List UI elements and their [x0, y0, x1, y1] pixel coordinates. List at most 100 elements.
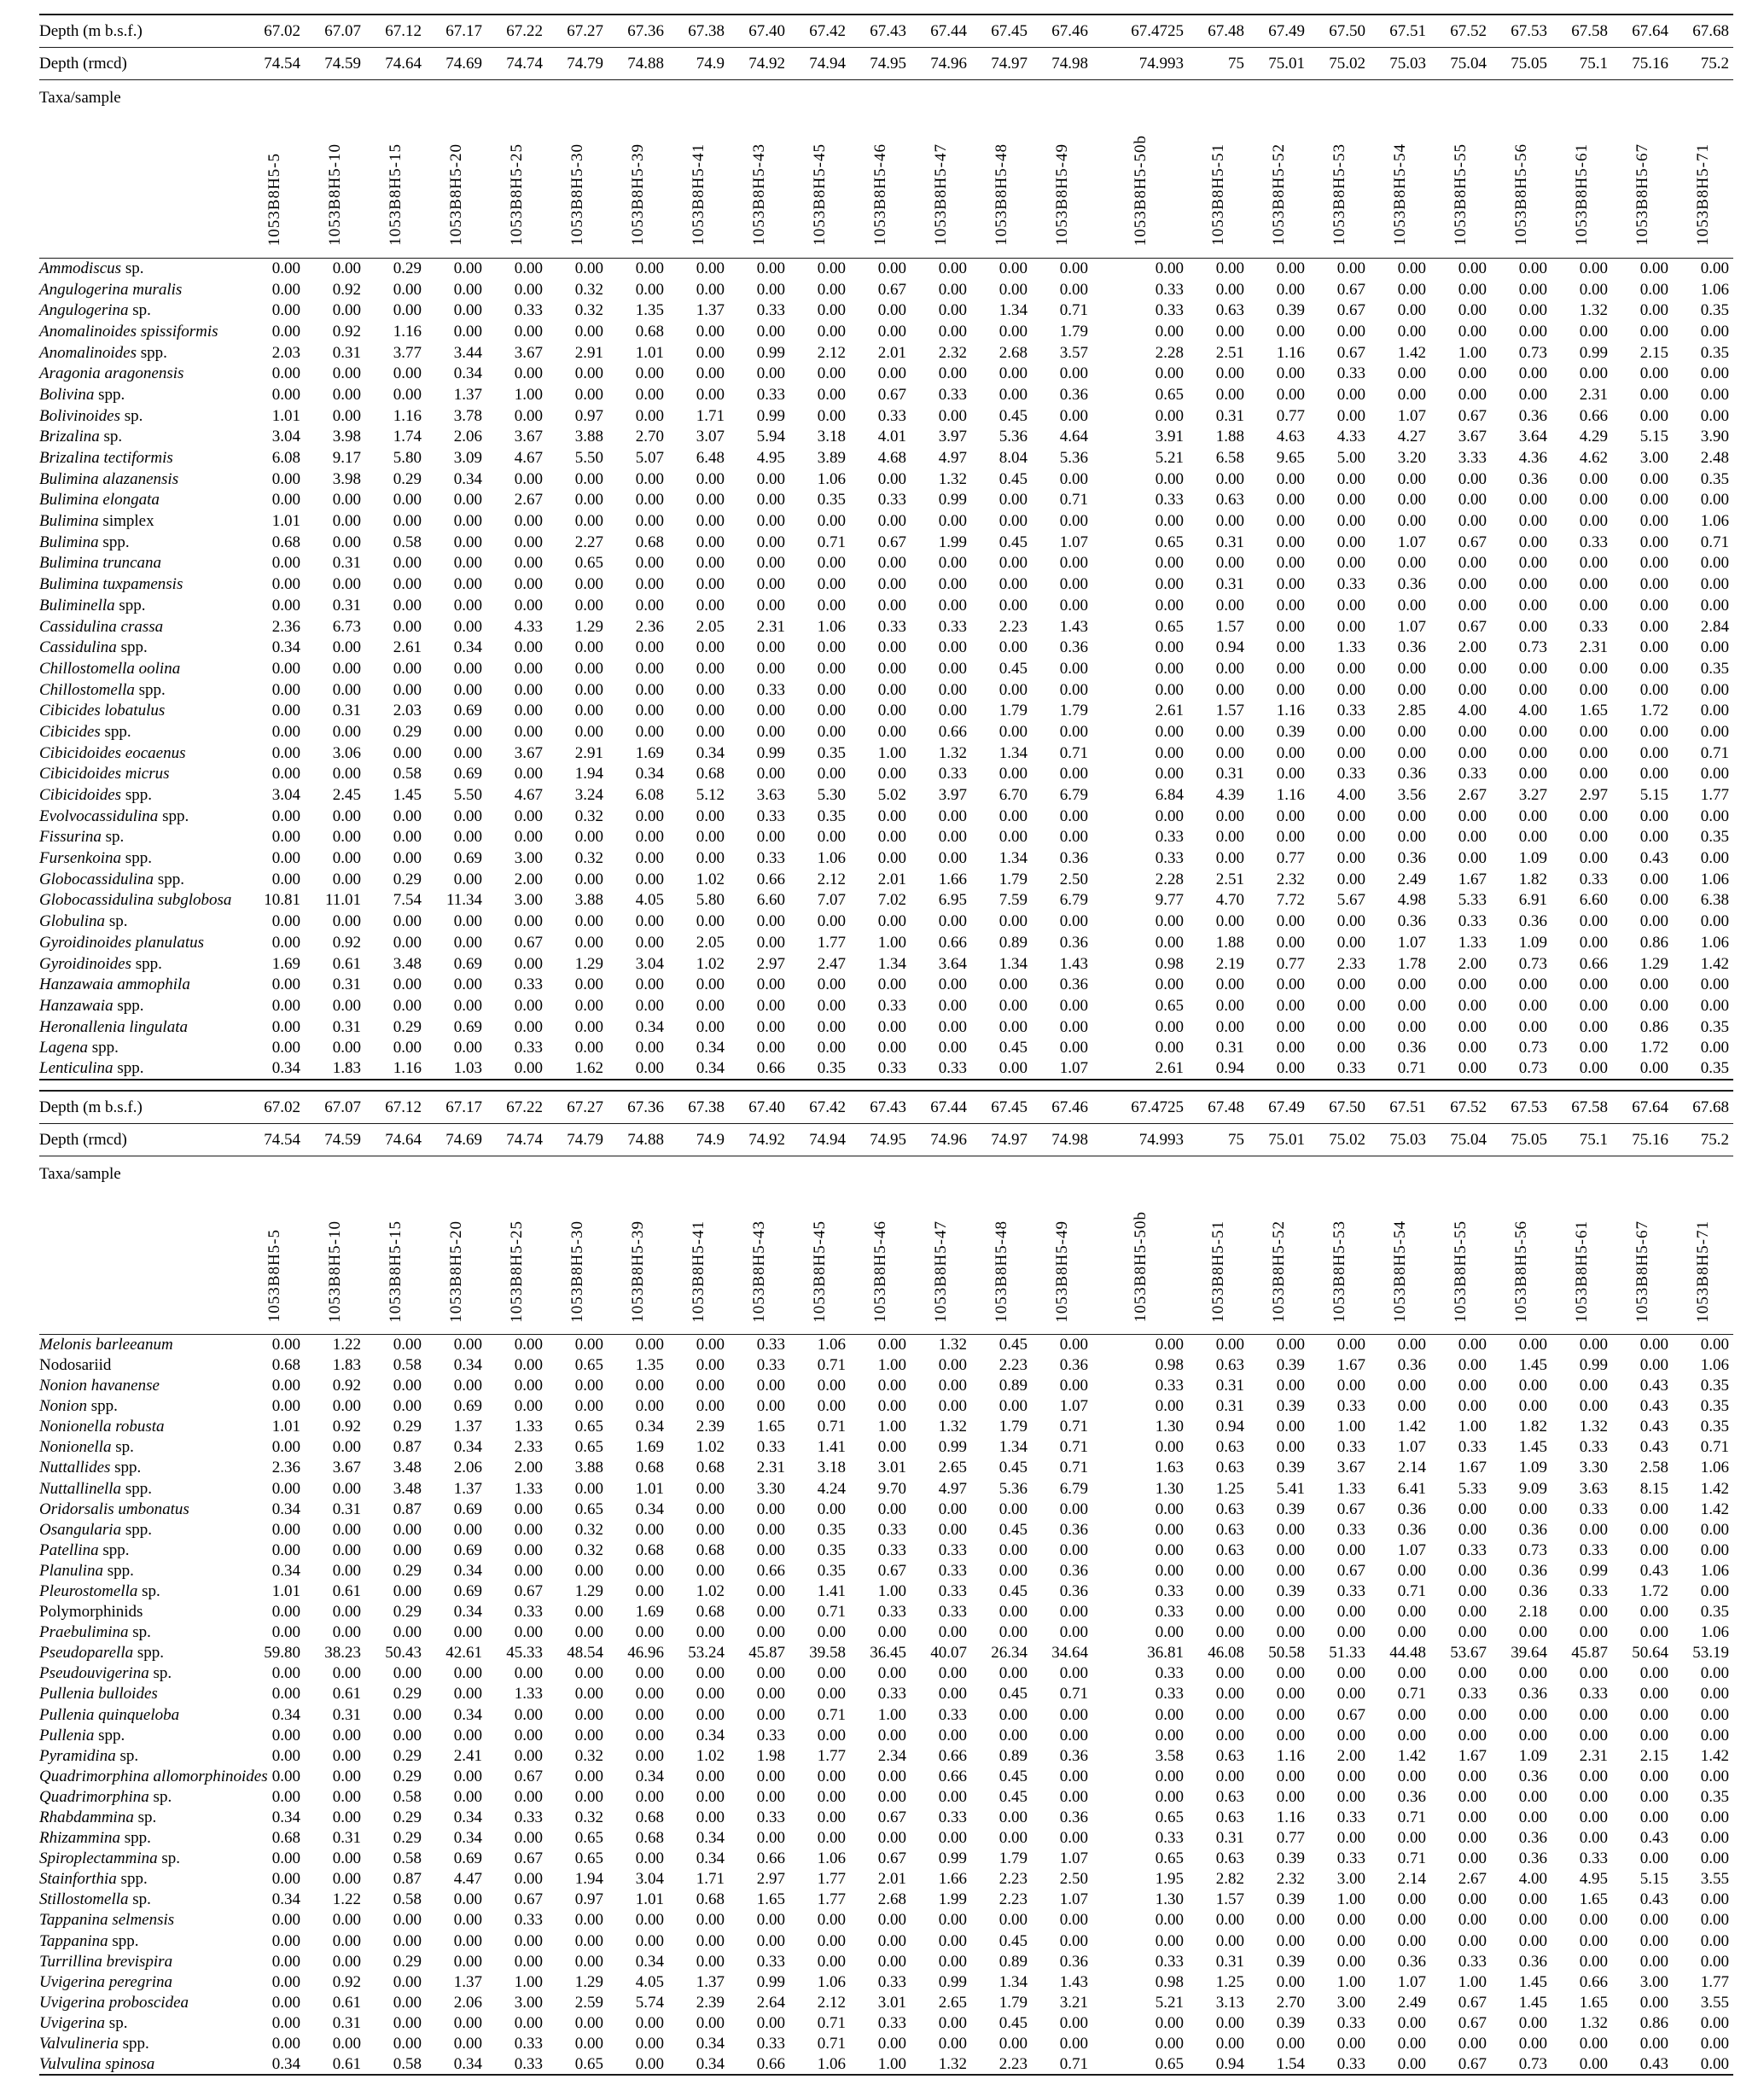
taxon-name: Ammodiscus sp. [39, 259, 244, 280]
value-cell: 2.31 [1579, 1746, 1608, 1765]
value-cell: 1.16 [1276, 1808, 1305, 1827]
value-cell: 0.00 [756, 469, 785, 488]
value-cell: 0.92 [332, 1418, 361, 1436]
value-cell: 0.00 [635, 575, 664, 594]
value-cell: 0.00 [1397, 1890, 1426, 1909]
value-cell: 0.65 [574, 1355, 603, 1374]
value-cell: 0.00 [635, 1039, 664, 1057]
value-cell: 0.35 [1700, 659, 1729, 678]
value-cell: 0.00 [756, 1500, 785, 1518]
value-cell: 0.00 [696, 996, 725, 1015]
value-cell: 0.00 [998, 385, 1028, 404]
table-row: Anomalinoides spissiformis 0.00 0.92 1.16 0.… [39, 322, 1733, 343]
value-cell: 0.00 [393, 491, 422, 510]
value-cell: 0.00 [1458, 385, 1487, 404]
value-cell: 0.39 [1276, 722, 1305, 741]
value-cell: 0.65 [1155, 996, 1184, 1015]
value-cell: 0.00 [393, 912, 422, 931]
value-cell: 0.36 [1518, 1849, 1547, 1868]
value-cell: 0.00 [1155, 1623, 1184, 1642]
value-cell: 0.00 [1155, 722, 1184, 741]
taxon-name-roman: sp. [99, 428, 123, 446]
value-cell: 0.00 [998, 1808, 1028, 1827]
value-cell: 0.00 [1518, 575, 1547, 594]
value-cell: 0.00 [696, 1500, 725, 1518]
value-cell: 0.00 [332, 807, 361, 825]
value-cell: 0.00 [817, 280, 846, 299]
depth-rmcd-value: 75 [1188, 1123, 1249, 1157]
value-cell: 0.00 [998, 512, 1028, 531]
depth-rmcd-label: Depth (rmcd) [39, 1123, 244, 1157]
value-cell: 0.00 [696, 1520, 725, 1539]
value-cell: 0.00 [1518, 491, 1547, 510]
value-cell: 0.00 [938, 659, 967, 678]
value-cell: 0.00 [1215, 807, 1244, 825]
value-cell: 0.00 [877, 1500, 906, 1518]
value-cell: 0.33 [1458, 912, 1487, 931]
value-cell: 0.00 [1215, 1561, 1244, 1580]
value-cell: 0.33 [1336, 1438, 1365, 1457]
value-cell: 0.99 [938, 1438, 967, 1457]
value-cell: 1.07 [1032, 1058, 1092, 1081]
value-cell: 0.00 [1700, 912, 1729, 931]
value-cell: 0.00 [393, 743, 422, 762]
value-cell: 2.33 [1336, 954, 1365, 973]
value-cell: 0.00 [877, 2035, 906, 2053]
value-cell: 0.00 [938, 1623, 967, 1642]
sample-label-rotated: 1053B8H5-45 [811, 1220, 829, 1323]
value-cell: 0.66 [729, 2054, 789, 2076]
depth-mbsf-value: 67.58 [1552, 1090, 1612, 1125]
value-cell: 2.84 [1700, 617, 1729, 636]
value-cell: 1.29 [574, 617, 603, 636]
sample-label-rotated: 1053B8H5-49 [1053, 1220, 1071, 1323]
taxon-name-roman: spp. [154, 870, 184, 888]
value-cell: 0.67 [1458, 2013, 1487, 2032]
taxon-name: Nuttallinella spp. [39, 1478, 244, 1499]
value-cell: 1.07 [1059, 1849, 1088, 1868]
value-cell: 4.70 [1215, 891, 1244, 910]
value-cell: 1.02 [696, 1581, 725, 1600]
value-cell: 0.00 [332, 1726, 361, 1744]
value-cell: 0.71 [817, 2013, 846, 2032]
value-cell: 3.20 [1397, 449, 1426, 468]
table-row: Angulogerina muralis 0.00 0.92 0.00 0.00 0.00… [39, 279, 1733, 300]
depth-rmcd-value: 74.92 [729, 47, 789, 80]
value-cell: 0.00 [877, 849, 906, 868]
value-cell: 0.36 [1518, 1561, 1547, 1580]
depth-rmcd-value: 75.01 [1249, 47, 1309, 80]
value-cell: 0.00 [1059, 1540, 1088, 1559]
value-cell: 0.00 [1336, 807, 1365, 825]
value-cell: 0.00 [1059, 765, 1088, 783]
value-cell: 0.00 [1639, 743, 1668, 762]
value-cell: 0.00 [332, 1808, 361, 1827]
value-cell: 1.06 [817, 469, 846, 488]
depth-rmcd-value: 75.16 [1612, 1123, 1673, 1157]
value-cell: 45.87 [748, 1644, 785, 1663]
value-cell: 2.12 [817, 343, 846, 362]
value-cell: 0.00 [1458, 743, 1487, 762]
value-cell: 0.00 [393, 976, 422, 994]
value-cell: 0.00 [1579, 1931, 1608, 1950]
sample-label-rotated: 1053B8H5-67 [1633, 1220, 1651, 1323]
value-cell: 2.32 [938, 343, 967, 362]
value-cell: 0.45 [998, 1581, 1028, 1600]
value-cell: 0.00 [271, 364, 300, 383]
value-cell: 5.36 [998, 428, 1028, 446]
value-cell: 0.00 [271, 870, 300, 888]
value-cell: 0.36 [1518, 1520, 1547, 1539]
value-cell: 0.33 [1336, 364, 1365, 383]
value-cell: 0.58 [393, 533, 422, 551]
value-cell: 0.00 [817, 554, 846, 573]
value-cell: 0.33 [938, 765, 967, 783]
value-cell: 0.00 [1276, 1377, 1305, 1395]
value-cell: 1.09 [1518, 849, 1547, 868]
value-cell: 0.68 [635, 1459, 664, 1477]
value-cell: 0.33 [938, 1540, 967, 1559]
value-cell: 50.43 [385, 1644, 422, 1663]
value-cell: 0.00 [271, 1017, 300, 1036]
value-cell: 0.36 [1397, 912, 1426, 931]
value-cell: 1.34 [998, 1438, 1028, 1457]
value-cell: 0.00 [1397, 596, 1426, 614]
value-cell: 0.33 [1155, 1603, 1184, 1622]
taxon-name-roman: sp. [157, 1849, 181, 1868]
